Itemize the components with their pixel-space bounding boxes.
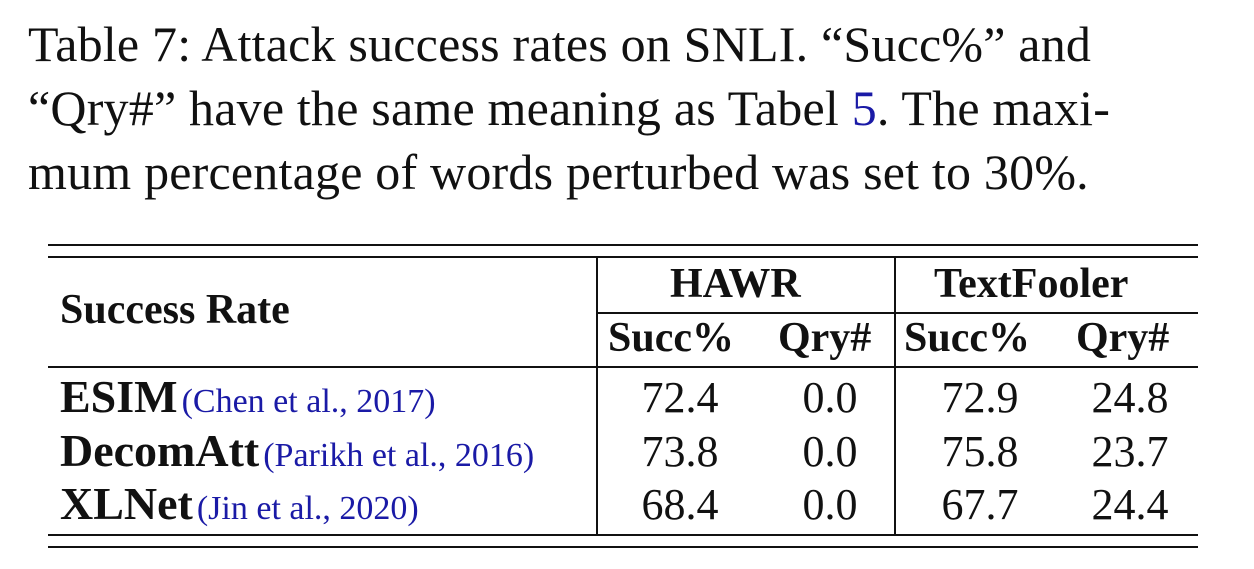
table-cell: 68.4 [641, 480, 719, 529]
caption-line-3: mum percentage of words perturbed was se… [28, 144, 1089, 200]
group-header-textfooler: TextFooler [934, 261, 1129, 307]
header-bottom-rule [48, 366, 1198, 368]
table-row: ESIM (Chen et al., 2017) [60, 370, 436, 423]
table-row: DecomAtt (Parikh et al., 2016) [60, 424, 534, 477]
table-cell: 72.4 [641, 373, 719, 422]
group-header-rule [598, 312, 1198, 314]
subheader-textfooler-qry: Qry# [1076, 315, 1170, 361]
row-header-label: Success Rate [60, 287, 290, 333]
model-name: DecomAtt [60, 425, 260, 476]
model-name: ESIM [60, 371, 178, 422]
table-row: XLNet (Jin et al., 2020) [60, 477, 419, 530]
caption-line-2-prefix: “Qry#” have the same meaning as Tabel [28, 80, 852, 136]
subheader-hawr-qry: Qry# [778, 315, 872, 361]
model-name: XLNet [60, 478, 193, 529]
citation-link[interactable]: (Parikh et al., 2016) [263, 437, 535, 474]
caption-line-2-suffix: . The maxi- [876, 80, 1111, 136]
table-cell: 0.0 [802, 373, 858, 422]
table-cell: 73.8 [641, 427, 719, 476]
table-reference-link[interactable]: 5 [851, 80, 877, 136]
subheader-hawr-succ: Succ% [608, 315, 734, 361]
top-rule-inner [48, 256, 1198, 258]
table-cell: 24.8 [1091, 373, 1169, 422]
bottom-rule-outer [48, 546, 1198, 548]
table-cell: 67.7 [941, 480, 1019, 529]
table-cell: 0.0 [802, 480, 858, 529]
caption-line-1: Table 7: Attack success rates on SNLI. “… [28, 16, 1092, 72]
group-header-hawr: HAWR [670, 261, 801, 307]
table-caption: Table 7: Attack success rates on SNLI. “… [28, 12, 1228, 204]
table-cell: 72.9 [941, 373, 1019, 422]
table-cell: 23.7 [1091, 427, 1169, 476]
citation-link[interactable]: (Jin et al., 2020) [196, 490, 419, 527]
table-cell: 75.8 [941, 427, 1019, 476]
top-rule [48, 244, 1198, 246]
subheader-textfooler-succ: Succ% [904, 315, 1030, 361]
column-separator-2 [894, 258, 896, 534]
column-separator-1 [596, 258, 598, 534]
citation-link[interactable]: (Chen et al., 2017) [181, 383, 436, 420]
table-cell: 0.0 [802, 427, 858, 476]
caption-line-2: “Qry#” have the same meaning as Tabel 5.… [28, 76, 1228, 140]
table-cell: 24.4 [1091, 480, 1169, 529]
bottom-rule [48, 534, 1198, 536]
